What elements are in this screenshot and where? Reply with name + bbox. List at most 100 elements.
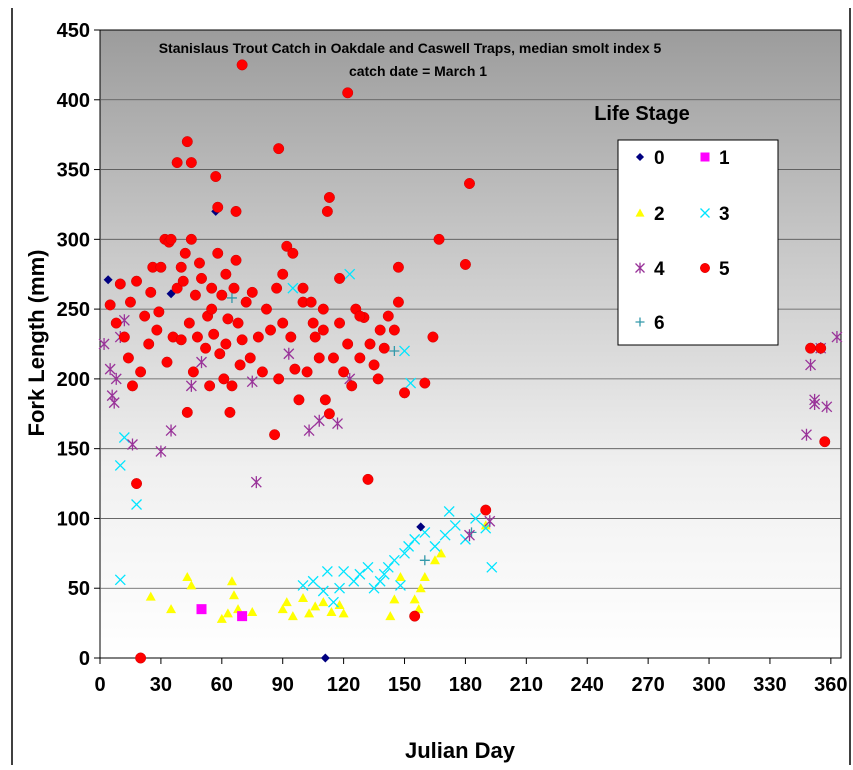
point-life-stage-5 [342,338,354,350]
point-life-stage-2 [389,594,400,604]
point-life-stage-2 [298,592,309,602]
point-life-stage-5 [232,317,244,329]
legend-marker-3 [700,208,710,218]
point-life-stage-5 [427,331,439,343]
point-life-stage-5 [317,324,329,336]
legend-label: 0 [654,148,665,169]
point-life-stage-3 [354,568,366,580]
point-life-stage-5 [419,377,431,389]
point-life-stage-3 [297,579,309,591]
point-life-stage-5 [139,310,151,322]
point-life-stage-5 [135,652,147,664]
point-life-stage-5 [273,373,285,385]
point-life-stage-5 [234,359,246,371]
point-life-stage-4 [831,331,843,344]
x-tick-label: 360 [814,674,847,696]
point-life-stage-5 [464,178,475,189]
point-life-stage-3 [470,512,482,524]
point-life-stage-3 [328,596,339,608]
point-life-stage-5 [334,272,346,284]
point-life-stage-4 [250,476,262,489]
point-life-stage-3 [114,459,126,471]
legend-title: Life Stage [594,103,690,125]
point-life-stage-5 [185,233,197,245]
point-life-stage-5 [459,258,471,270]
point-life-stage-5 [362,473,374,485]
point-life-stage-4 [155,445,167,458]
point-life-stage-5 [104,299,116,311]
series-4 [98,314,843,542]
point-life-stage-5 [269,429,281,441]
y-tick-label: 400 [57,90,90,112]
point-life-stage-5 [313,352,325,364]
point-life-stage-5 [175,261,187,273]
point-life-stage-2 [310,601,321,611]
point-life-stage-5 [208,328,220,340]
point-life-stage-2 [287,611,298,621]
legend-box [617,139,779,346]
y-axis-title: Fork Length (mm) [24,250,49,437]
series-1 [196,604,248,622]
point-life-stage-5 [212,201,224,213]
point-life-stage-5 [321,205,333,217]
legend-label: 1 [719,148,730,169]
y-tick-label: 150 [57,439,90,461]
point-life-stage-5 [124,296,136,308]
point-life-stage-5 [114,278,126,290]
point-life-stage-5 [175,334,187,346]
point-life-stage-6 [419,555,430,566]
point-life-stage-4 [464,529,475,542]
point-life-stage-3 [287,282,299,294]
point-life-stage-5 [122,352,134,364]
point-life-stage-4 [108,396,120,409]
point-life-stage-2 [145,591,156,601]
point-life-stage-5 [165,233,177,245]
point-life-stage-3 [486,561,498,573]
point-life-stage-4 [185,379,197,392]
point-life-stage-4 [104,363,116,376]
x-tick-label: 30 [150,674,172,696]
point-life-stage-5 [135,366,147,378]
point-life-stage-3 [114,574,126,586]
point-life-stage-4 [283,347,295,360]
series-2 [145,520,491,623]
point-life-stage-5 [171,282,183,294]
point-life-stage-5 [277,317,289,329]
point-life-stage-2 [216,613,227,623]
point-life-stage-5 [196,272,207,284]
legend-entry-2: 2 [635,204,665,225]
point-life-stage-5 [327,352,339,364]
point-life-stage-5 [409,610,421,622]
point-life-stage-5 [309,331,321,343]
point-life-stage-5 [224,406,236,418]
point-life-stage-2 [247,606,258,616]
point-life-stage-5 [228,282,240,294]
point-life-stage-5 [346,380,358,392]
point-life-stage-3 [388,554,400,566]
point-life-stage-5 [194,257,205,269]
point-life-stage-3 [409,533,421,545]
point-life-stage-5 [220,338,232,350]
point-life-stage-3 [395,579,406,591]
series-3 [114,268,498,608]
point-life-stage-2 [415,583,426,593]
legend-entry-5: 5 [700,259,730,280]
point-life-stage-5 [342,87,354,99]
point-life-stage-5 [230,254,242,266]
point-life-stage-5 [230,205,242,217]
point-life-stage-3 [317,585,329,597]
point-life-stage-5 [323,191,335,203]
point-life-stage-5 [372,373,384,385]
point-life-stage-5 [323,408,335,420]
point-life-stage-5 [143,338,155,350]
point-life-stage-5 [153,306,165,318]
point-life-stage-5 [289,363,301,375]
point-life-stage-2 [334,599,345,609]
point-life-stage-5 [127,380,138,392]
point-life-stage-3 [307,575,319,587]
point-life-stage-5 [392,296,404,308]
y-tick-label: 350 [57,160,90,182]
point-life-stage-2 [385,611,396,621]
point-life-stage-5 [177,275,189,287]
point-life-stage-5 [185,157,197,169]
